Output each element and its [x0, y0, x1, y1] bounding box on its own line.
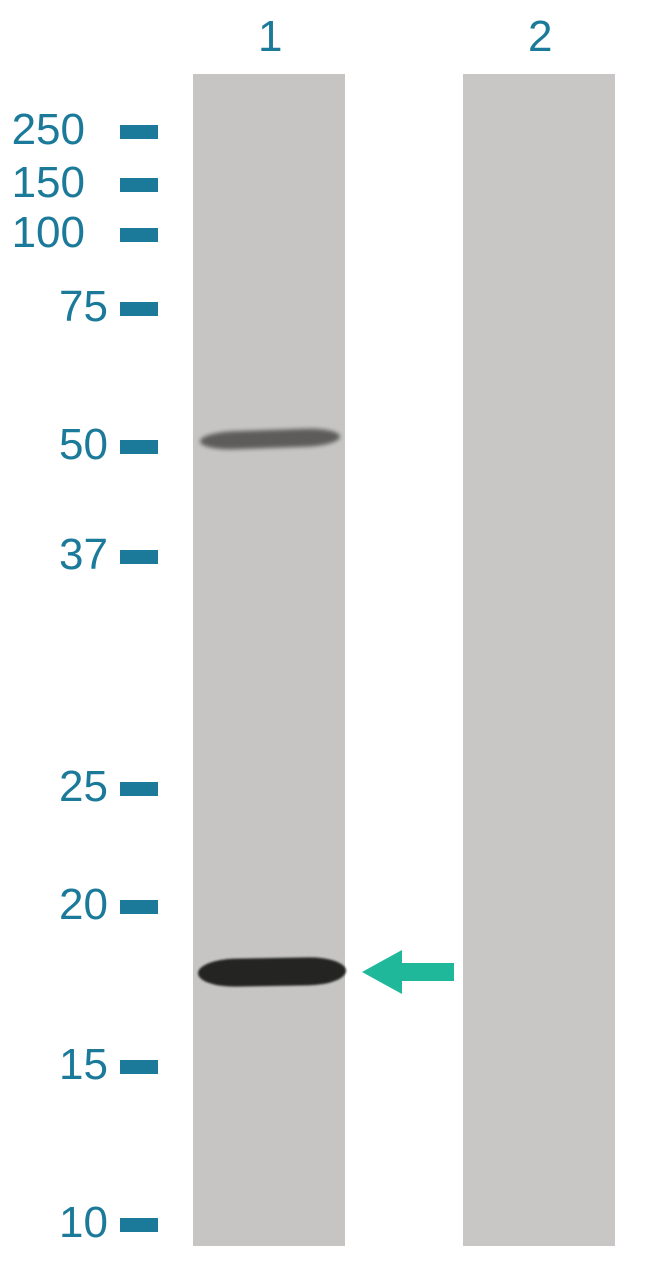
marker-tick-250: [120, 125, 158, 139]
arrow-left-icon: [362, 946, 454, 998]
target-band-arrow: [362, 946, 454, 998]
marker-label-15: 15: [28, 1040, 108, 1090]
marker-tick-150: [120, 178, 158, 192]
marker-label-250: 250: [5, 105, 85, 155]
marker-label-100: 100: [5, 208, 85, 258]
marker-tick-10: [120, 1218, 158, 1232]
lane-2: [463, 74, 615, 1246]
lane-header-1: 1: [258, 12, 282, 62]
marker-tick-15: [120, 1060, 158, 1074]
marker-label-20: 20: [28, 880, 108, 930]
marker-label-50: 50: [28, 420, 108, 470]
marker-tick-50: [120, 440, 158, 454]
marker-label-37: 37: [28, 530, 108, 580]
band-lane1-17kda: [198, 957, 346, 988]
marker-tick-75: [120, 302, 158, 316]
marker-label-150: 150: [5, 158, 85, 208]
western-blot-figure: 1 2 250 150 100 75 50 37 25 20 15 10: [0, 0, 650, 1270]
marker-tick-37: [120, 550, 158, 564]
marker-tick-100: [120, 228, 158, 242]
marker-label-75: 75: [28, 282, 108, 332]
marker-tick-25: [120, 782, 158, 796]
marker-label-25: 25: [28, 762, 108, 812]
marker-tick-20: [120, 900, 158, 914]
lane-1: [193, 74, 345, 1246]
marker-label-10: 10: [28, 1198, 108, 1248]
lane-header-2: 2: [528, 12, 552, 62]
